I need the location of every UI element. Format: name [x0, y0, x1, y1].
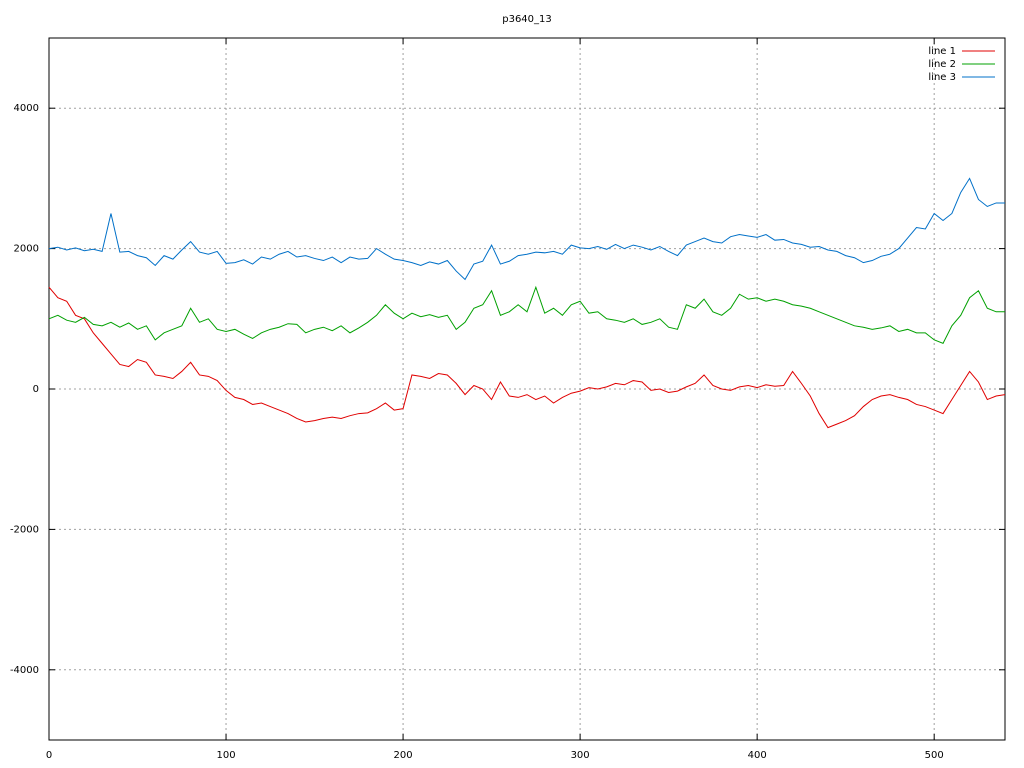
chart-title: p3640_13 [502, 14, 552, 25]
x-tick-label: 300 [571, 750, 590, 761]
y-tick-label: 0 [33, 384, 39, 395]
x-tick-label: 200 [394, 750, 413, 761]
legend-label: line 2 [928, 59, 956, 70]
y-tick-label: -4000 [10, 665, 39, 676]
x-tick-label: 0 [46, 750, 52, 761]
data-line [48, 177, 1005, 281]
data-line [48, 285, 1005, 345]
y-tick-label: 2000 [14, 244, 39, 255]
legend-label: line 1 [928, 46, 956, 57]
y-tick-label: -2000 [10, 524, 39, 535]
plot-border [48, 37, 1006, 741]
legend-label: line 3 [928, 72, 956, 83]
x-tick-label: 500 [925, 750, 944, 761]
y-tick-label: 4000 [14, 103, 39, 114]
x-tick-label: 400 [748, 750, 767, 761]
data-line [48, 286, 1006, 429]
x-tick-label: 100 [216, 750, 235, 761]
